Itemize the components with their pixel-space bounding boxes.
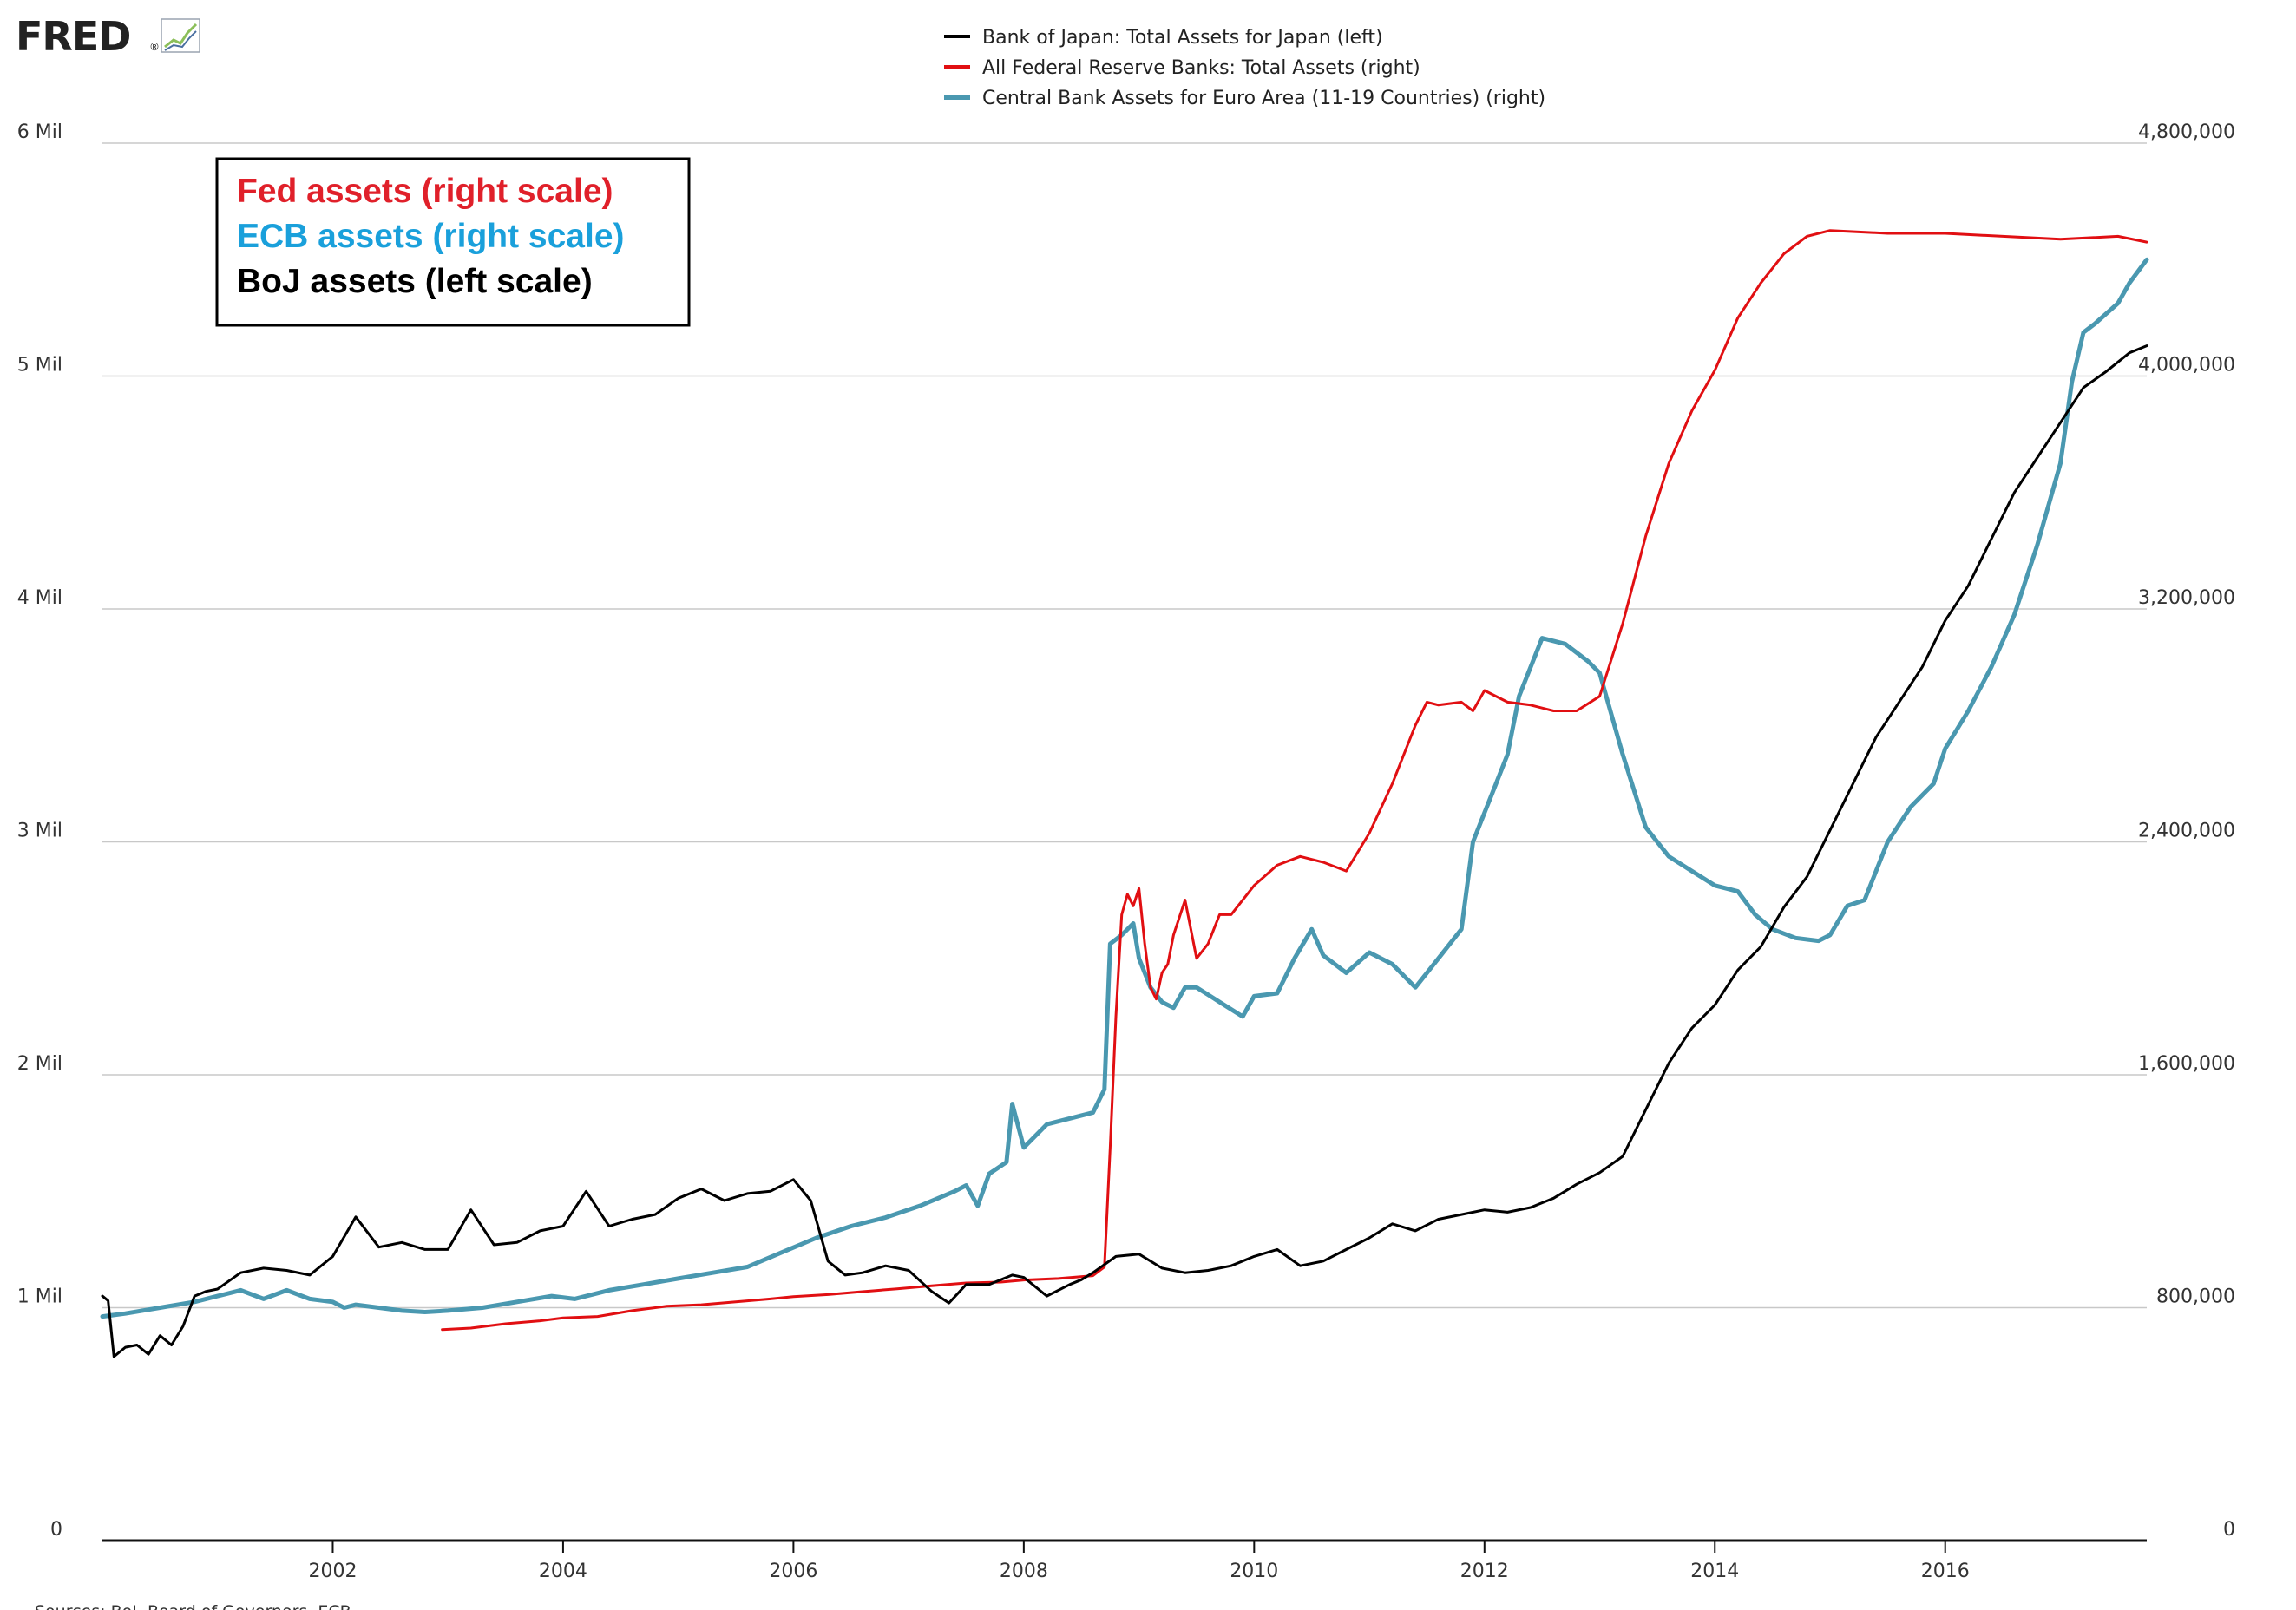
y-right-tick-label: 3,200,000 <box>2138 587 2235 609</box>
annotation-line-fed: Fed assets (right scale) <box>237 173 613 210</box>
y-left-tick-label: 4 Mil <box>17 587 62 609</box>
logo-text: FRED <box>16 13 130 60</box>
y-left-tick-label: 0 <box>50 1519 62 1541</box>
y-right-tick-label: 1,600,000 <box>2138 1053 2235 1075</box>
x-tick-label: 2016 <box>1921 1561 1970 1582</box>
y-right-tick-label: 4,000,000 <box>2138 355 2235 376</box>
source-note: Sources: BoJ, Board of Governors, ECB <box>35 1602 351 1610</box>
trend-graph-icon <box>161 18 200 53</box>
legend: Bank of Japan: Total Assets for Japan (l… <box>944 27 1545 109</box>
annotation-line-ecb: ECB assets (right scale) <box>237 218 625 255</box>
series-line-boj <box>101 344 2148 1358</box>
legend-entry: Bank of Japan: Total Assets for Japan (l… <box>982 27 1383 49</box>
gridlines <box>102 142 2147 1542</box>
legend-entry: Central Bank Assets for Euro Area (11-19… <box>982 88 1545 109</box>
legend-entry: All Federal Reserve Banks: Total Assets … <box>982 57 1420 79</box>
y-left-tick-label: 6 Mil <box>17 121 62 143</box>
y-right-tick-label: 4,800,000 <box>2138 121 2235 143</box>
y-left-tick-label: 3 Mil <box>17 821 62 842</box>
y-right-tick-label: 2,400,000 <box>2138 821 2235 842</box>
x-tick-label: 2014 <box>1690 1561 1739 1582</box>
series-line-ecb <box>100 257 2149 1319</box>
y-left-tick-label: 5 Mil <box>17 355 62 376</box>
y-right-tick-label: 800,000 <box>2156 1286 2235 1308</box>
y-left-tick-label: 2 Mil <box>17 1053 62 1075</box>
fred-logo[interactable]: FRED ® <box>16 13 200 60</box>
x-tick-label: 2002 <box>308 1561 357 1582</box>
x-tick-label: 2008 <box>1000 1561 1048 1582</box>
y-axis-right: 0 800,000 1,600,000 2,400,000 3,200,000 4,000… <box>2138 121 2235 1541</box>
x-tick-label: 2006 <box>769 1561 817 1582</box>
annotation-line-boj: BoJ assets (left scale) <box>237 263 593 300</box>
y-left-tick-label: 1 Mil <box>17 1286 62 1308</box>
y-axis-left: 0 1 Mil 2 Mil 3 Mil 4 Mil 5 Mil 6 Mil <box>17 121 62 1541</box>
x-tick-label: 2010 <box>1230 1561 1278 1582</box>
annotation-box: Fed assets (right scale) ECB assets (rig… <box>215 157 691 327</box>
x-tick-label: 2012 <box>1460 1561 1509 1582</box>
y-right-tick-label: 0 <box>2223 1519 2235 1541</box>
x-axis: 2002 2004 2006 2008 2010 2012 2014 2016 <box>308 1541 1970 1582</box>
x-tick-label: 2004 <box>539 1561 587 1582</box>
logo-registered: ® <box>149 41 160 53</box>
series-line-fed <box>441 229 2148 1332</box>
series-layer <box>100 229 2149 1358</box>
